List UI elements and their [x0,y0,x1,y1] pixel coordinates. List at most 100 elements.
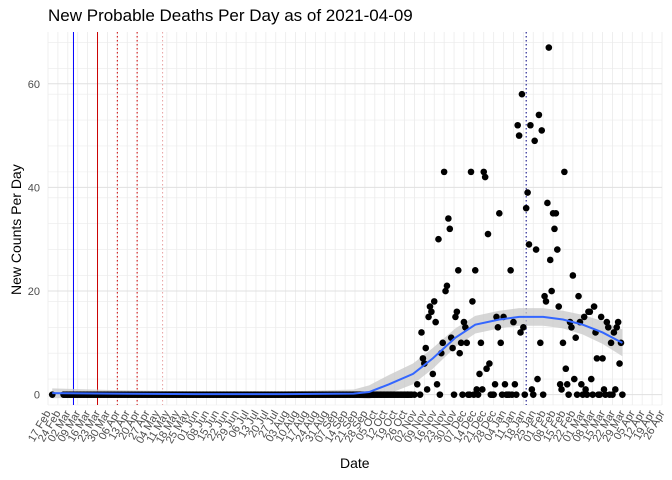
data-point [432,318,439,326]
data-point [433,380,441,388]
data-point [578,380,585,388]
data-point [435,235,442,243]
data-point [538,127,546,134]
data-point [600,386,608,393]
data-point [537,339,544,347]
data-point [610,329,618,336]
data-point [555,303,563,310]
data-point [544,199,551,207]
data-point [514,121,521,129]
data-point [479,386,486,393]
data-point [452,313,459,321]
data-point [490,391,497,398]
data-point [484,230,492,238]
data-point [542,298,550,305]
data-point [512,391,520,398]
data-point [510,318,517,326]
data-point [586,308,594,316]
data-point [439,339,447,347]
data-point [404,391,411,398]
data-point [562,365,570,373]
data-point [493,313,500,321]
data-point [419,355,427,362]
data-point [440,168,448,176]
data-point [423,386,431,393]
data-point [520,323,527,331]
data-point [587,375,595,383]
data-point [481,173,489,181]
data-point [525,241,533,248]
data-point [616,360,623,367]
data-point [473,386,480,393]
data-point [467,168,475,176]
data-point [460,318,468,326]
data-point [524,189,531,196]
data-point [561,168,568,176]
data-point [454,267,462,274]
data-point [453,308,461,316]
data-point [546,256,554,264]
data-point [597,313,605,321]
data-point [569,272,577,279]
data-point [511,380,519,388]
data-point [559,339,567,347]
smooth-confidence-band [52,308,623,399]
data-point [545,44,553,51]
data-point [531,137,538,145]
data-point [449,344,456,352]
data-point [507,267,514,274]
data-point [613,323,621,331]
y-tick-label: 20 [28,286,40,298]
data-point [575,292,582,300]
data-point [425,313,432,321]
data-point [428,308,435,316]
y-tick-label: 40 [28,182,40,194]
data-point [418,329,425,336]
data-point [501,380,509,388]
data-point [599,355,606,362]
data-point [558,386,565,393]
data-point [556,380,564,388]
data-point [583,391,591,398]
data-point [411,391,418,398]
data-point [541,292,548,300]
y-tick-label: 0 [34,390,40,402]
data-point [614,318,622,326]
data-point [494,323,502,331]
data-point [443,282,451,290]
data-point [612,386,619,393]
data-point [515,132,523,139]
data-point [476,370,483,378]
data-point [552,210,560,217]
data-point [596,391,604,398]
chart-title: New Probable Deaths Per Day as of 2021-0… [48,6,413,25]
data-point [456,349,463,357]
data-point [445,215,452,222]
data-point [532,246,540,253]
data-point [430,298,438,305]
data-point [446,225,454,233]
data-point [572,334,580,341]
data-point [593,355,601,362]
data-point [459,391,466,398]
data-point [528,386,536,393]
data-point [491,380,499,388]
data-point [518,90,526,98]
data-point [582,386,589,393]
data-point [604,323,612,331]
data-point [497,339,505,347]
data-point [590,303,598,310]
data-point [554,246,561,253]
data-point [521,391,529,398]
data-point [534,375,541,383]
x-axis-label: Date [340,455,370,471]
data-point [442,287,449,295]
data-point [563,380,571,388]
data-point [548,287,555,295]
data-point [517,329,524,336]
data-point [522,204,530,212]
data-point [469,298,476,305]
smooth-trend-line [52,315,623,396]
